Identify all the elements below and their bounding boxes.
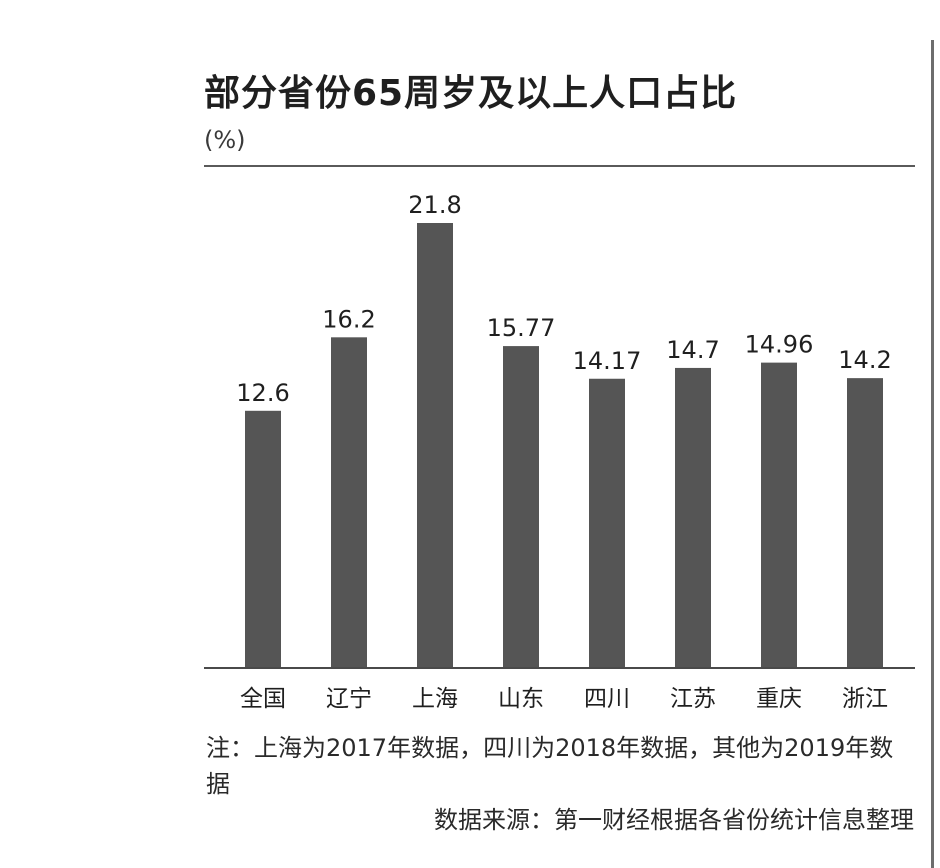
category-label: 辽宁: [326, 686, 372, 712]
category-label: 重庆: [756, 686, 802, 712]
value-label: 15.77: [487, 314, 556, 342]
bar-上海: [417, 223, 453, 668]
value-label: 14.96: [745, 331, 814, 359]
chart-title: 部分省份65周岁及以上人口占比: [204, 73, 738, 114]
source-text: 数据来源：第一财经根据各省份统计信息整理: [434, 806, 914, 834]
bar-重庆: [761, 362, 797, 668]
bar-山东: [503, 346, 539, 668]
value-label: 14.7: [666, 336, 719, 364]
value-label: 21.8: [408, 191, 461, 219]
category-label: 全国: [240, 686, 286, 712]
category-label: 山东: [498, 686, 544, 712]
category-labels-group: 全国 辽宁 上海 山东 四川 江苏 重庆 浙江: [240, 686, 888, 712]
value-labels-group: 12.6 16.2 21.8 15.77 14.17 14.7 14.96 14.2: [236, 191, 891, 407]
value-label: 14.17: [573, 347, 642, 375]
title-divider: [204, 165, 915, 167]
value-label: 12.6: [236, 379, 289, 407]
value-label: 16.2: [322, 305, 375, 333]
value-label: 14.2: [838, 346, 891, 374]
bar-江苏: [675, 367, 711, 668]
bars-group: [245, 223, 883, 668]
bar-四川: [589, 378, 625, 668]
right-border: [931, 40, 934, 868]
bar-浙江: [847, 378, 883, 668]
category-label: 江苏: [670, 686, 716, 712]
bar-全国: [245, 410, 281, 668]
category-label: 上海: [412, 686, 458, 712]
note-text: 注：上海为2017年数据，四川为2018年数据，其他为2019年数据: [206, 734, 894, 798]
unit-label: (%): [204, 126, 246, 154]
bar-辽宁: [331, 337, 367, 668]
category-label: 四川: [584, 686, 630, 712]
category-label: 浙江: [842, 686, 888, 712]
